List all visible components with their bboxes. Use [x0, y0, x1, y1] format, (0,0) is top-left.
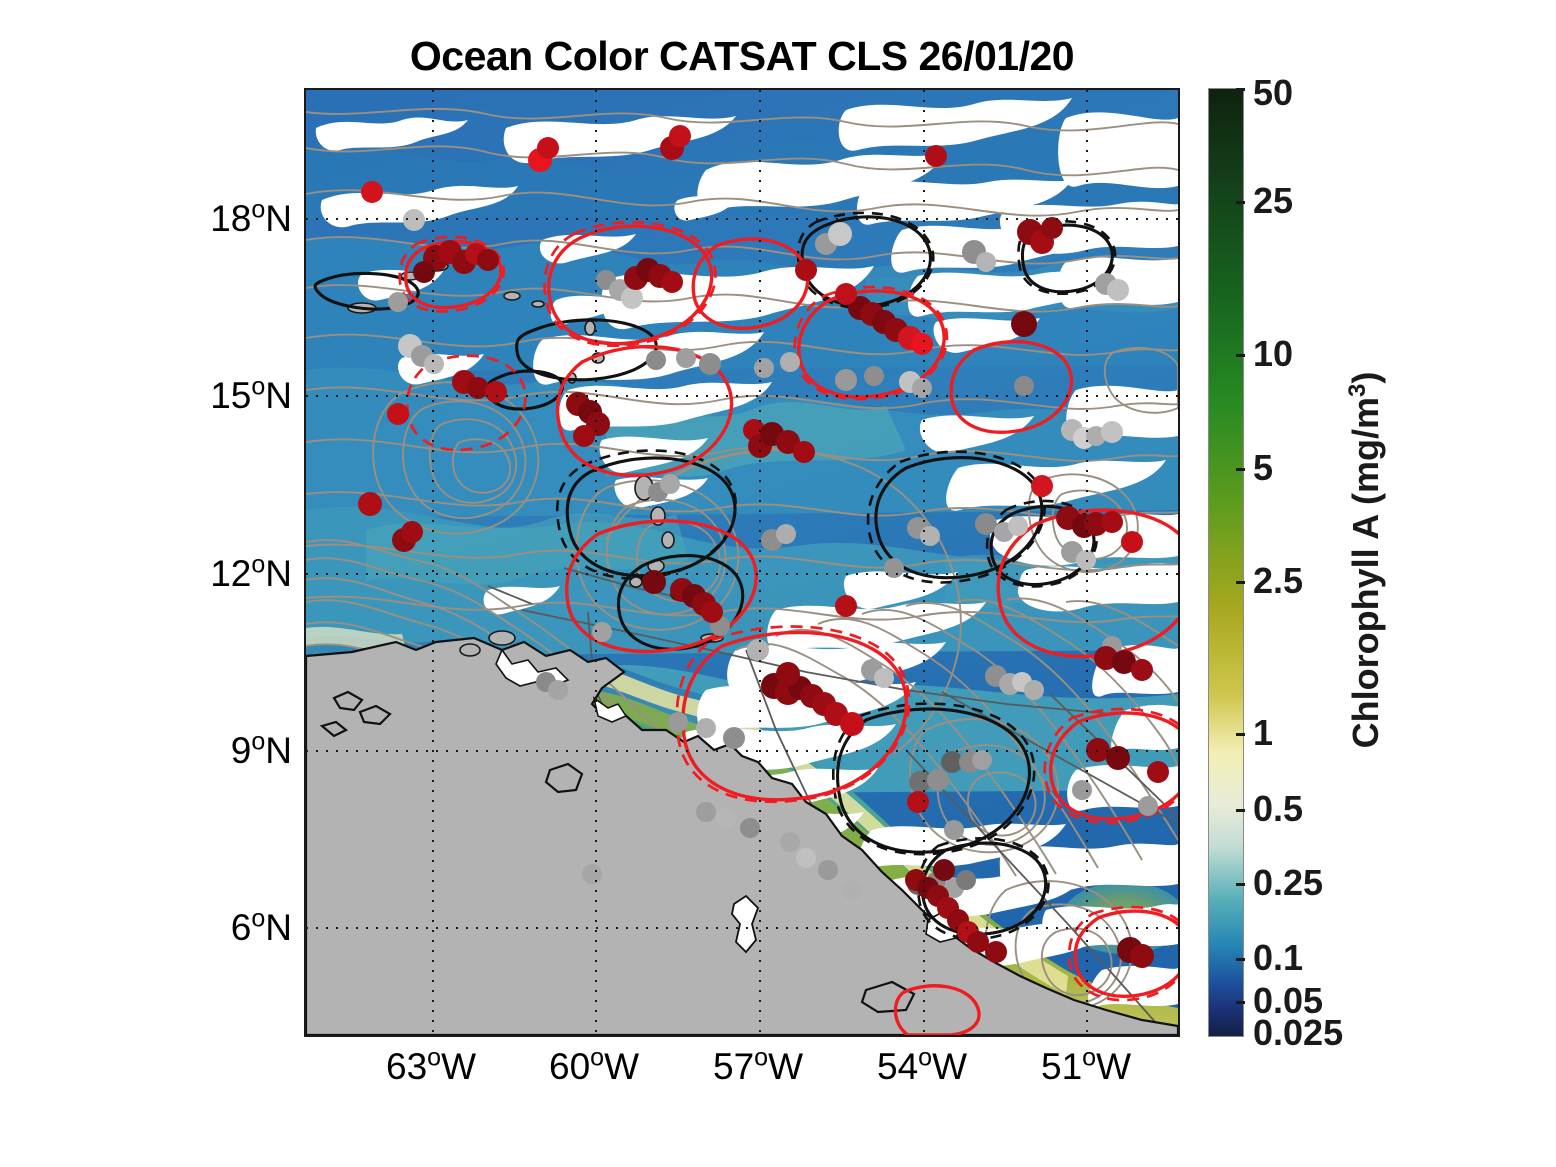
colorbar-label-0.05: 0.05: [1253, 980, 1324, 1021]
cyclonic-eddy-contours-dashed: [555, 211, 1117, 941]
colorbar-label-2.5: 2.5: [1253, 560, 1304, 601]
colorbar-label-5: 5: [1253, 447, 1274, 488]
colorbar-tick-5: [1236, 468, 1245, 471]
lon-tick-57w: 57oW: [713, 1043, 803, 1087]
map-axes[interactable]: [304, 88, 1180, 1037]
lat-tick-9n: 9oN: [230, 727, 292, 771]
colorbar-label-50: 50: [1253, 72, 1294, 113]
anticyclonic-eddy-contours: [404, 224, 1178, 1035]
colorbar[interactable]: [1208, 88, 1244, 1037]
lat-tick-6n: 6oN: [230, 904, 292, 948]
colorbar-label-10: 10: [1253, 333, 1294, 374]
colorbar-label-0.1: 0.1: [1253, 937, 1304, 978]
lon-tick-63w: 63oW: [386, 1043, 476, 1087]
colorbar-label-0.5: 0.5: [1253, 788, 1304, 829]
drifter-markers-red: [358, 125, 1169, 968]
colorbar-tick-0.5: [1236, 809, 1245, 812]
colorbar-label-0.25: 0.25: [1253, 862, 1324, 903]
colorbar-tick-1: [1236, 733, 1245, 736]
lon-tick-60w: 60oW: [549, 1043, 639, 1087]
colorbar-title: Chlorophyll A (mg/m3): [1344, 371, 1386, 749]
lon-tick-54w: 54oW: [877, 1043, 967, 1087]
page-title: Ocean Color CATSAT CLS 26/01/20: [409, 33, 1075, 79]
drifter-markers-gray: [388, 209, 1158, 900]
colorbar-gradient: [1209, 89, 1243, 1036]
colorbar-label-0.025: 0.025: [1253, 1012, 1344, 1053]
lat-tick-15n: 15oN: [210, 372, 292, 416]
colorbar-label-25: 25: [1253, 180, 1294, 221]
colorbar-tick-2.5: [1236, 581, 1245, 584]
colorbar-tick-0.05: [1236, 1001, 1245, 1004]
lat-tick-18n: 18oN: [210, 195, 292, 239]
anticyclonic-eddy-contours-dashed: [398, 220, 1178, 1002]
lat-tick-12n: 12oN: [210, 550, 292, 594]
lon-tick-51w: 51oW: [1041, 1043, 1131, 1087]
colorbar-tick-50: [1236, 88, 1245, 91]
colorbar-tick-10: [1236, 354, 1245, 357]
colorbar-tick-0.1: [1236, 958, 1245, 961]
colorbar-label-1: 1: [1253, 712, 1274, 753]
colorbar-tick-0.25: [1236, 883, 1245, 886]
cyclonic-eddy-contours: [313, 215, 1114, 936]
colorbar-tick-25: [1236, 201, 1245, 204]
map-canvas: [306, 90, 1178, 1035]
